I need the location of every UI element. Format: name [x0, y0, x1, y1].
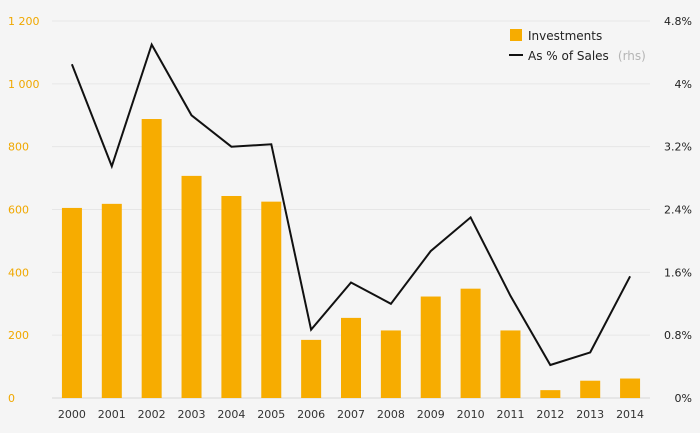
- x-tick-label: 2007: [337, 408, 365, 421]
- x-axis-ticks: 2000 2001 2002 2003 2004 2005 2006 2007 2008 2009…: [58, 408, 644, 421]
- x-tick-label: 2003: [178, 408, 206, 421]
- legend-label-sales-pct: As % of Sales (rhs): [528, 45, 646, 64]
- right-tick-label: 4.8%: [664, 15, 692, 28]
- x-tick-label: 2008: [377, 408, 405, 421]
- bar: [620, 378, 641, 398]
- x-tick-label: 2012: [536, 408, 564, 421]
- left-tick-label: 600: [8, 204, 29, 217]
- left-tick-label: 200: [8, 329, 29, 342]
- bar: [540, 390, 561, 398]
- x-tick-label: 2013: [576, 408, 604, 421]
- bar: [580, 380, 601, 398]
- x-tick-label: 2014: [616, 408, 644, 421]
- x-tick-label: 2002: [138, 408, 166, 421]
- bar: [341, 317, 361, 398]
- right-tick-label: 4%: [675, 78, 692, 91]
- left-tick-label: 1 000: [8, 78, 40, 91]
- right-tick-label: 1.6%: [664, 266, 692, 279]
- left-tick-label: 800: [8, 141, 29, 154]
- bar: [141, 119, 162, 399]
- right-tick-label: 0.8%: [664, 329, 692, 342]
- bar: [61, 207, 82, 398]
- bar: [101, 203, 122, 398]
- bar: [500, 330, 521, 398]
- line-path: [70, 42, 631, 367]
- x-tick-label: 2009: [417, 408, 445, 421]
- bar: [301, 339, 322, 398]
- bar: [460, 288, 481, 398]
- bar: [221, 195, 242, 398]
- bar: [380, 330, 401, 398]
- bar: [261, 201, 282, 398]
- line-series-sales-pct: [70, 42, 631, 367]
- x-tick-label: 2004: [217, 408, 245, 421]
- bar-series-investments: [61, 119, 641, 399]
- left-tick-label: 0: [8, 392, 15, 405]
- left-axis-ticks: 0 200 400 600 800 1 000 1 200: [8, 15, 40, 405]
- right-tick-label: 0%: [675, 392, 692, 405]
- left-tick-label: 400: [8, 266, 29, 279]
- legend-label-investments: Investments: [528, 29, 602, 43]
- legend: Investments As % of Sales (rhs): [509, 29, 646, 64]
- x-tick-label: 2000: [58, 408, 86, 421]
- left-tick-label: 1 200: [8, 15, 40, 28]
- legend-swatch-investments: [510, 29, 522, 41]
- right-axis-ticks: 0% 0.8% 1.6% 2.4% 3.2% 4% 4.8%: [664, 15, 692, 405]
- x-tick-label: 2011: [496, 408, 524, 421]
- bar: [420, 296, 441, 398]
- x-tick-label: 2005: [257, 408, 285, 421]
- right-tick-label: 3.2%: [664, 141, 692, 154]
- bar: [181, 175, 202, 398]
- x-tick-label: 2006: [297, 408, 325, 421]
- right-tick-label: 2.4%: [664, 204, 692, 217]
- x-tick-label: 2010: [457, 408, 485, 421]
- x-tick-label: 2001: [98, 408, 126, 421]
